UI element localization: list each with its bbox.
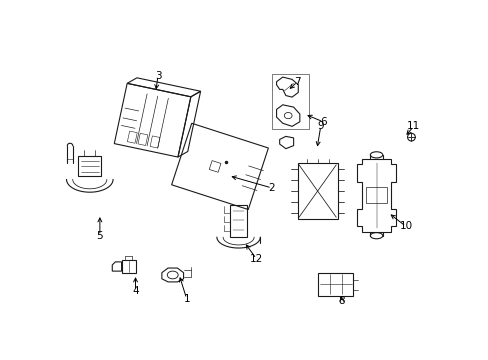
Text: 7: 7	[294, 77, 300, 87]
Text: 6: 6	[319, 117, 325, 127]
Text: 3: 3	[154, 71, 161, 81]
Text: 11: 11	[407, 121, 420, 131]
Text: 4: 4	[132, 286, 139, 296]
Text: 10: 10	[399, 221, 412, 231]
Text: 1: 1	[183, 294, 190, 304]
Text: 12: 12	[249, 254, 263, 264]
Text: 8: 8	[338, 296, 344, 306]
Text: 9: 9	[317, 121, 324, 131]
Text: 2: 2	[268, 183, 275, 193]
Text: 5: 5	[96, 231, 103, 241]
